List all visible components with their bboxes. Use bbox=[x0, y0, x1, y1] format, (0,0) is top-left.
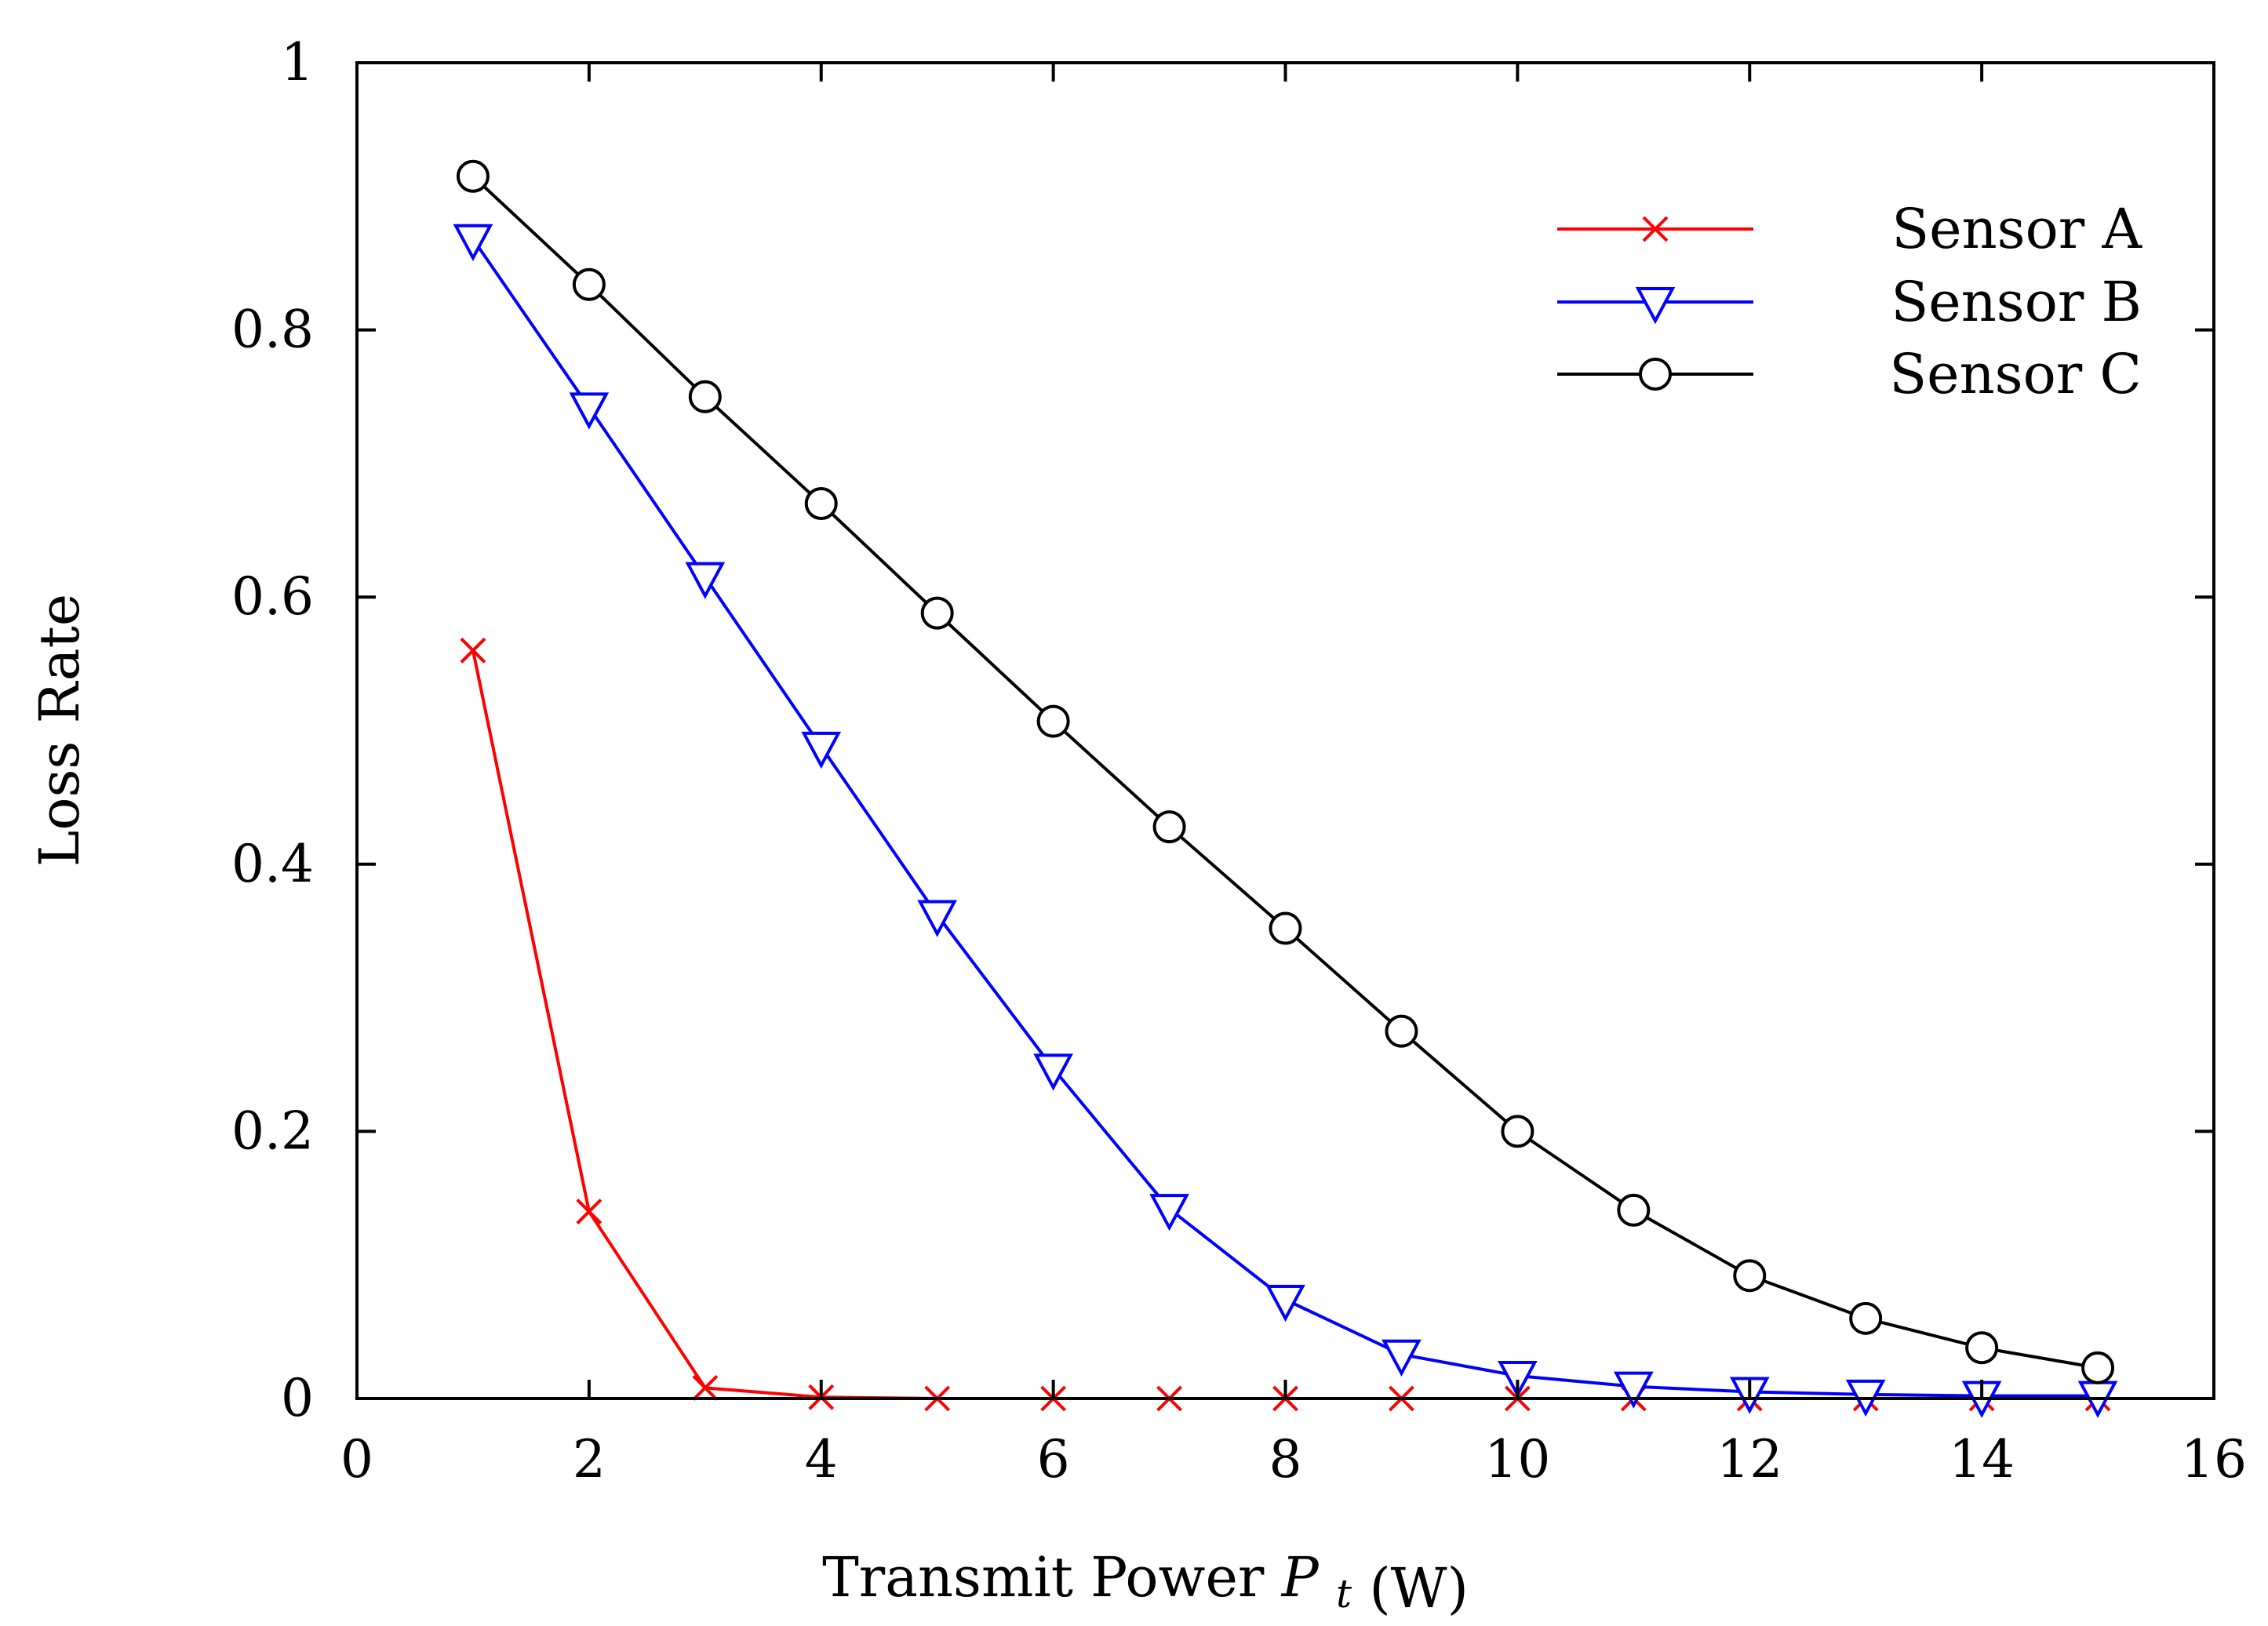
x-tick-label: 14 bbox=[1949, 1429, 2015, 1490]
y-tick-label: 0.8 bbox=[231, 300, 314, 360]
data-point-sensor-c bbox=[1617, 1193, 1651, 1227]
data-point-sensor-b bbox=[569, 392, 610, 430]
data-point-sensor-c bbox=[688, 380, 722, 413]
x-tick-label: 10 bbox=[1484, 1429, 1550, 1490]
data-point-sensor-c bbox=[1849, 1301, 1883, 1335]
legend-marker-sensor-b bbox=[1635, 287, 1676, 325]
series-layer bbox=[453, 159, 2118, 1418]
legend-marker-sensor-c bbox=[1639, 358, 1672, 391]
x-tick-label: 2 bbox=[573, 1429, 606, 1490]
data-point-sensor-c bbox=[920, 596, 954, 630]
data-point-sensor-c bbox=[572, 267, 606, 301]
series-line-sensor-b bbox=[471, 238, 2099, 1398]
x-tick-label: 4 bbox=[805, 1429, 838, 1490]
series-line-sensor-c bbox=[471, 175, 2099, 1370]
legend-marker-sensor-a bbox=[1642, 216, 1669, 242]
data-point-sensor-c bbox=[1965, 1331, 1999, 1365]
data-point-sensor-a bbox=[692, 1374, 719, 1401]
y-axis-title: Loss Rate bbox=[27, 594, 92, 867]
legend-item-sensor-c: Sensor C bbox=[1557, 342, 2142, 406]
x-tick-label: 0 bbox=[340, 1429, 373, 1490]
x-tick-label: 16 bbox=[2181, 1429, 2247, 1490]
data-point-sensor-b bbox=[1265, 1284, 1305, 1322]
data-point-sensor-c bbox=[1733, 1259, 1767, 1293]
data-point-sensor-c bbox=[1385, 1014, 1418, 1048]
legend-label-sensor-a: Sensor A bbox=[1891, 197, 2142, 261]
data-point-sensor-c bbox=[1501, 1115, 1534, 1148]
data-point-sensor-c bbox=[804, 486, 838, 520]
legend-item-sensor-a: Sensor A bbox=[1557, 197, 2142, 261]
data-point-sensor-c bbox=[456, 159, 490, 193]
x-tick-label: 6 bbox=[1037, 1429, 1070, 1490]
y-tick-label: 0.6 bbox=[231, 566, 314, 627]
data-point-sensor-b bbox=[1149, 1194, 1189, 1231]
x-tick-label: 8 bbox=[1269, 1429, 1302, 1490]
legend-label-sensor-b: Sensor B bbox=[1891, 270, 2142, 334]
data-point-sensor-b bbox=[685, 562, 726, 599]
data-point-sensor-b bbox=[1498, 1361, 1538, 1399]
x-axis-title-unit: (W) bbox=[1369, 1556, 1469, 1621]
data-point-sensor-c bbox=[1152, 810, 1186, 844]
x-axis-title: Transmit Power P t (W) bbox=[822, 1545, 1469, 1621]
data-point-sensor-c bbox=[1269, 911, 1302, 945]
x-axis-title-symbol: P bbox=[1280, 1545, 1320, 1610]
x-axis-title-subscript: t bbox=[1336, 1571, 1352, 1617]
plot-frame bbox=[355, 61, 2215, 1400]
data-point-sensor-b bbox=[1033, 1053, 1073, 1091]
y-tick-label: 1 bbox=[281, 32, 314, 93]
series-sensor-c bbox=[456, 159, 2115, 1384]
data-point-sensor-b bbox=[453, 224, 493, 262]
x-axis-title-text: Transmit Power bbox=[822, 1545, 1265, 1610]
data-point-sensor-a bbox=[576, 1199, 602, 1224]
x-tick-label: 12 bbox=[1716, 1429, 1782, 1490]
ticks-layer: 0 2 4 6 8 10 12 14 16 0 0.2 0.4 0.6 0.8 1 bbox=[231, 32, 2247, 1490]
y-tick-label: 0.4 bbox=[231, 834, 314, 894]
legend: Sensor A Sensor B Sensor C bbox=[1557, 197, 2142, 406]
y-tick-label: 0 bbox=[281, 1368, 314, 1428]
data-point-sensor-c bbox=[2081, 1351, 2115, 1384]
y-tick-label: 0.2 bbox=[231, 1100, 314, 1161]
data-point-sensor-b bbox=[917, 900, 958, 937]
legend-item-sensor-b: Sensor B bbox=[1557, 270, 2142, 334]
data-point-sensor-a bbox=[460, 637, 486, 664]
data-point-sensor-b bbox=[801, 731, 842, 769]
data-point-sensor-b bbox=[1613, 1371, 1654, 1409]
data-point-sensor-b bbox=[1382, 1339, 1422, 1377]
data-point-sensor-c bbox=[1036, 704, 1070, 738]
legend-label-sensor-c: Sensor C bbox=[1889, 342, 2142, 406]
